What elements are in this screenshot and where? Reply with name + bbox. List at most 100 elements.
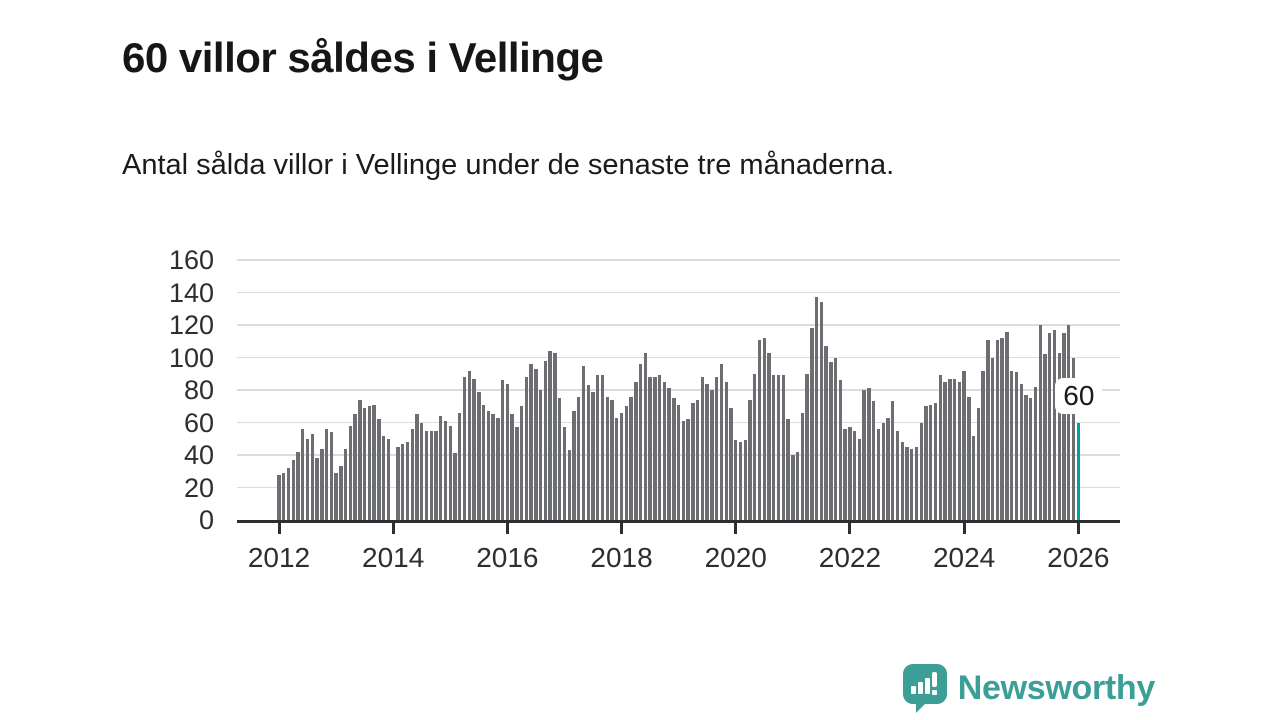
x-axis-label: 2024 [932,542,996,573]
bar [467,370,471,520]
newsworthy-logo: Newsworthy [902,664,1155,713]
bar [534,368,538,520]
bar [1033,386,1038,520]
bar [743,440,747,520]
bar [848,427,852,520]
bar [910,448,914,520]
bar [876,429,881,520]
bar [691,403,695,520]
y-axis-label: 60 [183,407,214,438]
bar [538,390,543,520]
bar [381,435,386,520]
bar [401,443,405,520]
bar [529,364,533,520]
x-axis-label: 2016 [476,542,539,573]
bar [762,338,766,520]
y-axis-label: 160 [168,245,214,275]
bar [800,412,805,520]
bar [315,458,319,520]
bar [610,399,614,520]
bar [500,380,505,520]
bar [301,429,305,520]
bar [405,442,410,520]
bar [981,370,985,520]
axis-tick [1076,523,1080,534]
bar [924,406,928,520]
bar [353,414,357,520]
axis-tick [734,523,738,534]
bar [676,404,681,520]
bar [957,381,962,520]
bar [967,396,971,520]
bar [424,430,429,520]
bar [1005,331,1009,520]
axis-tick [962,523,966,534]
grid-line [237,389,1120,391]
bar [600,375,605,520]
bar [372,404,376,520]
bar [767,352,771,520]
bar [1057,352,1061,520]
bar [715,377,719,520]
bar [591,391,595,520]
bar [1052,329,1057,520]
bar [667,388,671,520]
bar [505,383,510,520]
bar [491,414,495,520]
bar [305,438,310,520]
bar [339,466,343,520]
bar [358,399,362,520]
bar [1000,338,1004,520]
bar [429,430,433,520]
bar [791,455,795,520]
bar [619,412,624,520]
bar [548,351,552,520]
chart-subtitle: Antal sålda villor i Vellinge under de s… [122,149,895,181]
axis-tick [505,523,509,534]
bar [919,422,923,520]
bar [291,459,295,520]
bar [1009,370,1014,520]
bar [895,430,900,520]
bar [448,425,452,520]
bar [862,390,866,520]
bar [738,442,743,520]
newsworthy-logo-icon [902,664,947,713]
x-axis-label: 2014 [362,542,425,573]
bar [434,430,438,520]
grid-line [237,356,1120,359]
bar [962,370,966,520]
bar [724,381,728,520]
bar [462,377,467,520]
bar [748,399,752,520]
bar [558,398,562,520]
bar [410,429,414,520]
bar [995,339,1000,520]
bar [824,346,828,520]
bar [572,411,576,520]
bar [833,357,838,520]
bar [1029,398,1033,520]
bar [334,472,338,520]
y-axis-label: 20 [183,472,214,503]
bar [705,383,709,520]
highlight-bar [1076,422,1080,520]
x-axis-label: 2020 [704,542,767,573]
bar [900,442,904,520]
bar [477,391,481,520]
bar [662,381,667,520]
bar [814,297,819,520]
bar [734,440,738,520]
y-axis-label: 40 [183,440,214,470]
bar [852,430,857,520]
bar [1048,333,1052,520]
bar [943,381,947,520]
bar [439,416,443,520]
bar [686,419,690,520]
bar [638,364,643,520]
x-axis-label: 2022 [818,542,882,573]
bar [1019,383,1023,520]
bar [519,406,524,520]
bar [986,339,990,520]
